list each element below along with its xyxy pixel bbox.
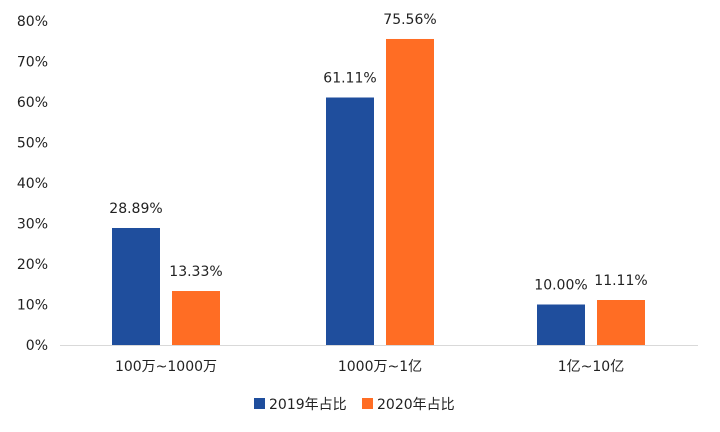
y-axis-ticks: 0% 10% 20% 30% 40% 50% 60% 70% 80%	[17, 14, 48, 354]
legend-item-1[interactable]: 2019年占比	[254, 397, 347, 413]
bar-series-2-2	[386, 38, 434, 346]
x-axis-ticks: 100万~1000万 1000万~1亿 1亿~10亿	[115, 359, 624, 375]
bars	[112, 38, 645, 346]
x-tick-label: 1亿~10亿	[558, 359, 624, 375]
data-label: 28.89%	[109, 201, 162, 217]
y-tick-label: 10%	[17, 298, 48, 314]
data-labels: 28.89% 61.11% 10.00% 13.33% 75.56% 11.11%	[109, 12, 647, 294]
y-tick-label: 40%	[17, 176, 48, 192]
legend-label: 2020年占比	[377, 397, 455, 413]
data-label: 13.33%	[169, 264, 222, 280]
bar-series-2-3	[597, 300, 645, 345]
data-label: 11.11%	[594, 273, 647, 289]
bar-series-1-1	[112, 227, 160, 345]
legend-label: 2019年占比	[269, 397, 347, 413]
legend-swatch	[362, 398, 373, 409]
legend[interactable]: 2019年占比 2020年占比	[254, 397, 455, 413]
bar-series-1-2	[326, 97, 374, 345]
legend-item-2[interactable]: 2020年占比	[362, 397, 455, 413]
x-tick-label: 1000万~1亿	[338, 359, 422, 375]
bar-series-1-3	[537, 304, 585, 345]
y-tick-label: 0%	[26, 338, 48, 354]
y-tick-label: 50%	[17, 136, 48, 152]
x-tick-label: 100万~1000万	[115, 359, 217, 375]
legend-swatch	[254, 398, 265, 409]
y-tick-label: 20%	[17, 257, 48, 273]
y-tick-label: 60%	[17, 95, 48, 111]
y-tick-label: 30%	[17, 217, 48, 233]
y-tick-label: 70%	[17, 55, 48, 71]
bar-series-2-1	[172, 291, 220, 345]
data-label: 61.11%	[323, 71, 376, 87]
y-tick-label: 80%	[17, 14, 48, 30]
data-label: 75.56%	[383, 12, 436, 28]
data-label: 10.00%	[534, 278, 587, 294]
